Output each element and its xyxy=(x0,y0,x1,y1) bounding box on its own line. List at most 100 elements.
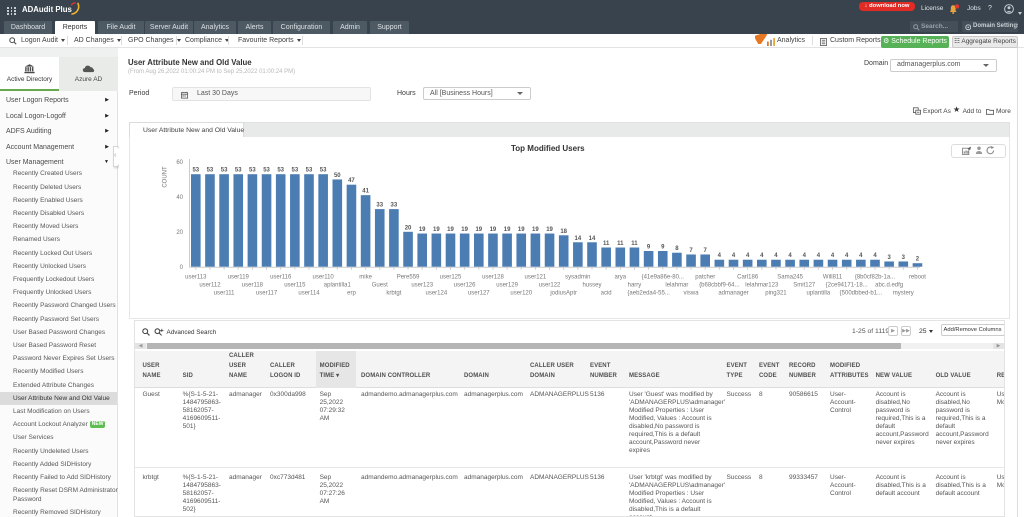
svg-text:{8b0cf82b-1a...: {8b0cf82b-1a... xyxy=(855,275,896,281)
svg-text:19: 19 xyxy=(461,227,468,233)
svg-text:53: 53 xyxy=(277,168,284,174)
svg-text:8: 8 xyxy=(675,247,679,253)
svg-text:patcher: patcher xyxy=(695,275,715,281)
svg-text:lelahmar123: lelahmar123 xyxy=(745,283,779,289)
svg-text:2: 2 xyxy=(916,257,920,263)
svg-text:53: 53 xyxy=(235,168,242,174)
svg-text:user114: user114 xyxy=(298,291,320,297)
svg-text:hussey: hussey xyxy=(582,283,601,289)
svg-text:7: 7 xyxy=(689,248,693,254)
svg-text:ping321: ping321 xyxy=(765,291,787,297)
svg-text:krbtgt: krbtgt xyxy=(386,291,401,297)
svg-text:20: 20 xyxy=(405,226,412,232)
svg-text:4: 4 xyxy=(718,254,722,260)
svg-text:53: 53 xyxy=(192,168,199,174)
svg-text:41: 41 xyxy=(362,189,369,195)
svg-text:7: 7 xyxy=(704,248,708,254)
svg-text:4: 4 xyxy=(774,254,778,260)
svg-text:19: 19 xyxy=(546,227,553,233)
svg-text:harry: harry xyxy=(628,283,642,289)
svg-text:4: 4 xyxy=(803,254,807,260)
svg-text:19: 19 xyxy=(518,227,525,233)
svg-text:19: 19 xyxy=(475,227,482,233)
svg-text:14: 14 xyxy=(575,236,582,242)
svg-text:33: 33 xyxy=(376,203,383,209)
svg-text:user126: user126 xyxy=(454,283,476,289)
svg-text:18: 18 xyxy=(560,229,567,235)
svg-text:Guest: Guest xyxy=(372,283,388,289)
svg-text:abc.d.edfg: abc.d.edfg xyxy=(875,283,903,289)
svg-text:19: 19 xyxy=(490,227,497,233)
svg-text:4: 4 xyxy=(788,254,792,260)
svg-text:19: 19 xyxy=(433,227,440,233)
svg-text:Carl186: Carl186 xyxy=(737,275,759,281)
svg-text:0: 0 xyxy=(180,265,184,271)
svg-text:53: 53 xyxy=(207,168,214,174)
svg-text:4: 4 xyxy=(859,254,863,260)
svg-text:20: 20 xyxy=(176,230,183,236)
svg-text:53: 53 xyxy=(263,168,270,174)
svg-text:user129: user129 xyxy=(496,283,518,289)
svg-text:14: 14 xyxy=(589,236,596,242)
svg-text:viswa: viswa xyxy=(684,291,700,297)
svg-text:33: 33 xyxy=(391,203,398,209)
svg-text:mystery: mystery xyxy=(893,291,914,297)
svg-text:user112: user112 xyxy=(199,283,221,289)
svg-text:4: 4 xyxy=(873,254,877,260)
svg-text:4: 4 xyxy=(817,254,821,260)
svg-text:{500dbbed-b1...: {500dbbed-b1... xyxy=(840,291,883,297)
svg-text:user125: user125 xyxy=(440,275,462,281)
svg-text:{41e9a86e-80...: {41e9a86e-80... xyxy=(642,275,685,281)
svg-text:{b68cbbf9-64...: {b68cbbf9-64... xyxy=(699,283,740,289)
svg-text:user124: user124 xyxy=(426,291,448,297)
svg-text:lelahmar: lelahmar xyxy=(665,283,688,289)
svg-text:user117: user117 xyxy=(256,291,278,297)
svg-text:53: 53 xyxy=(292,168,299,174)
svg-text:aplantilla1: aplantilla1 xyxy=(324,283,352,289)
svg-text:19: 19 xyxy=(419,227,426,233)
svg-text:19: 19 xyxy=(447,227,454,233)
svg-text:sysadmin: sysadmin xyxy=(565,275,590,281)
svg-text:Sama245: Sama245 xyxy=(777,275,803,281)
svg-text:COUNT: COUNT xyxy=(163,166,169,188)
svg-text:Smit127: Smit127 xyxy=(793,283,816,289)
svg-text:user127: user127 xyxy=(468,291,490,297)
svg-text:3: 3 xyxy=(887,255,891,261)
svg-text:Pere559: Pere559 xyxy=(397,275,420,281)
svg-text:user123: user123 xyxy=(411,283,433,289)
svg-text:{2ce94171-18...: {2ce94171-18... xyxy=(826,283,868,289)
svg-text:11: 11 xyxy=(617,241,624,247)
svg-text:11: 11 xyxy=(603,241,610,247)
svg-text:user116: user116 xyxy=(270,275,292,281)
svg-text:4: 4 xyxy=(831,254,835,260)
svg-text:53: 53 xyxy=(306,168,313,174)
svg-text:4: 4 xyxy=(845,254,849,260)
svg-text:user113: user113 xyxy=(185,275,207,281)
svg-text:reboot: reboot xyxy=(909,275,926,281)
svg-text:arya: arya xyxy=(614,275,626,281)
svg-text:acid: acid xyxy=(601,291,612,297)
svg-text:admanager: admanager xyxy=(718,291,748,297)
svg-text:9: 9 xyxy=(661,245,665,251)
svg-text:user121: user121 xyxy=(525,275,547,281)
svg-text:19: 19 xyxy=(532,227,539,233)
svg-text:53: 53 xyxy=(221,168,228,174)
svg-text:53: 53 xyxy=(249,168,256,174)
svg-text:jodiusAptr: jodiusAptr xyxy=(549,291,577,297)
svg-text:3: 3 xyxy=(902,255,906,261)
svg-text:50: 50 xyxy=(334,173,341,179)
svg-text:9: 9 xyxy=(647,245,651,251)
svg-text:user115: user115 xyxy=(284,283,306,289)
svg-text:{aeb2eda4-55...: {aeb2eda4-55... xyxy=(627,291,670,297)
svg-text:mike: mike xyxy=(359,275,372,281)
svg-text:user122: user122 xyxy=(539,283,561,289)
svg-text:19: 19 xyxy=(504,227,511,233)
svg-text:47: 47 xyxy=(348,179,355,185)
svg-text:user128: user128 xyxy=(482,275,504,281)
svg-text:uplantilla: uplantilla xyxy=(807,291,831,297)
svg-text:user119: user119 xyxy=(228,275,250,281)
svg-text:4: 4 xyxy=(760,254,764,260)
svg-text:4: 4 xyxy=(746,254,750,260)
svg-text:40: 40 xyxy=(176,195,183,201)
svg-text:erp: erp xyxy=(347,291,356,297)
